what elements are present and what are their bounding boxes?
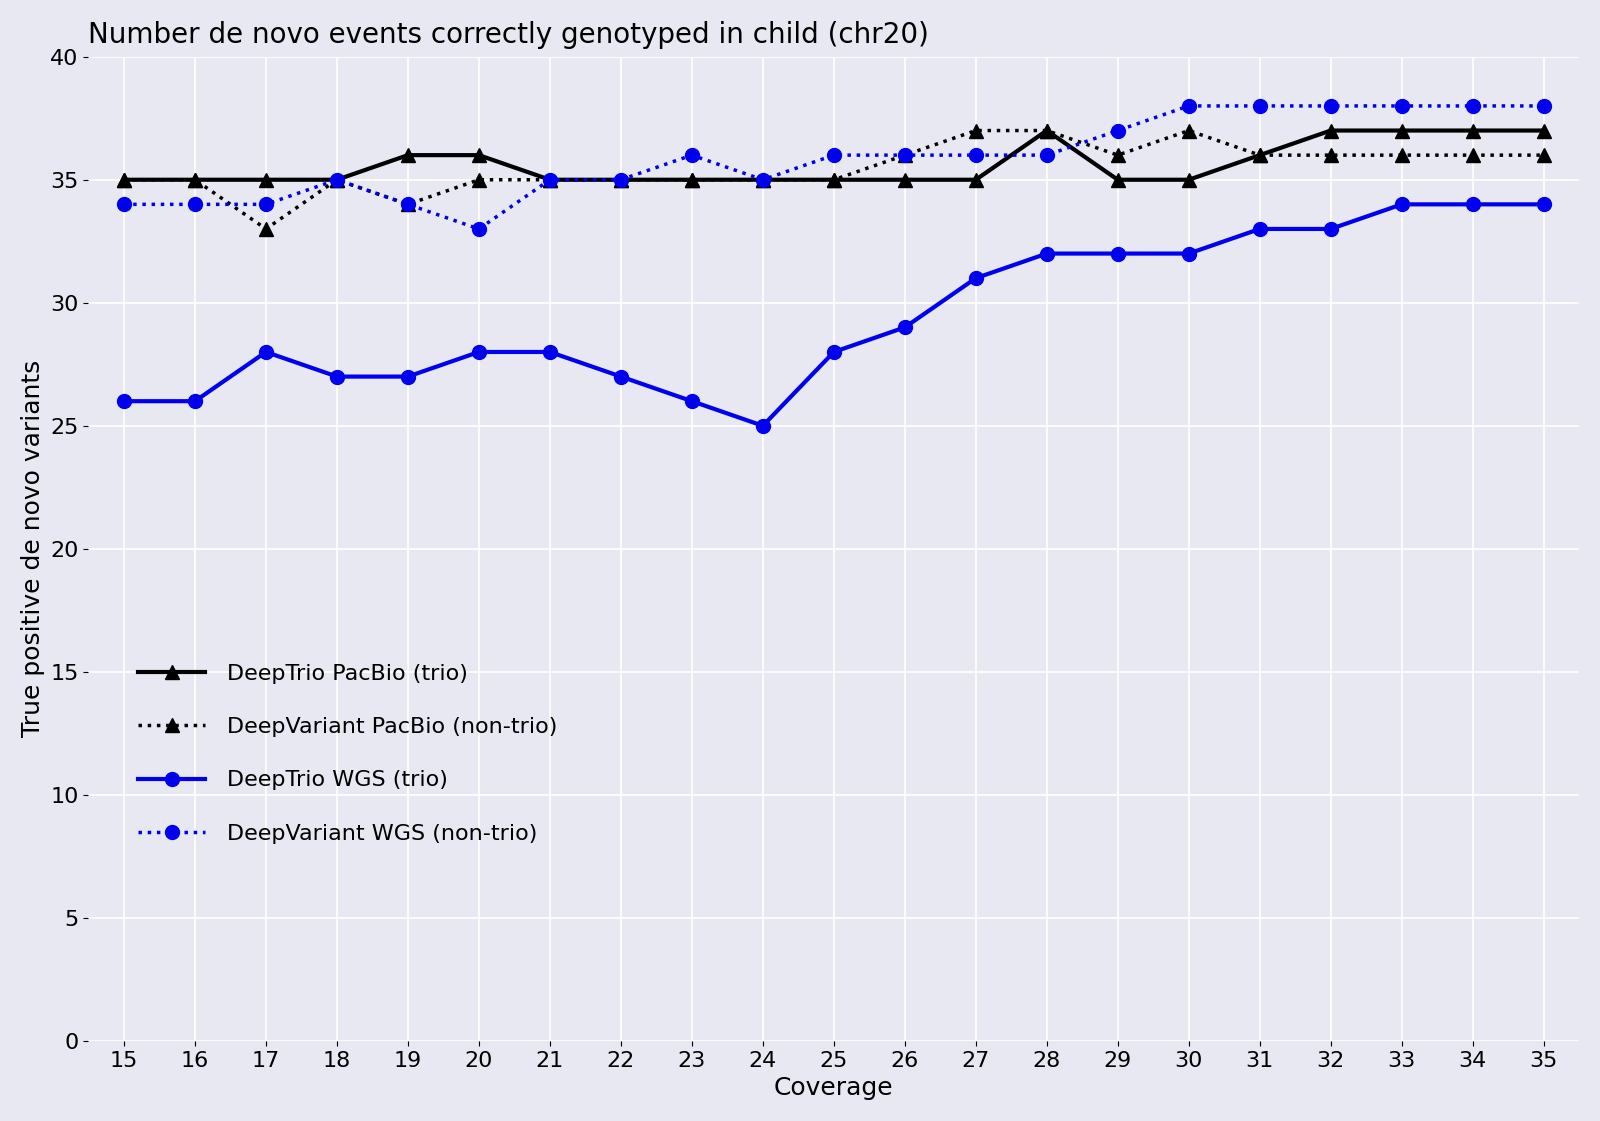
DeepTrio WGS (trio): [611, 370, 630, 383]
DeepVariant WGS (non-trio): [754, 173, 773, 186]
DeepTrio PacBio (trio): [1392, 123, 1411, 137]
DeepTrio WGS (trio): [1250, 222, 1269, 235]
DeepVariant PacBio (non-trio): [1322, 148, 1341, 161]
Line: DeepTrio WGS (trio): DeepTrio WGS (trio): [117, 197, 1550, 433]
DeepVariant PacBio (non-trio): [611, 173, 630, 186]
DeepTrio WGS (trio): [541, 345, 560, 359]
Y-axis label: True positive de novo variants: True positive de novo variants: [21, 360, 45, 738]
DeepTrio WGS (trio): [824, 345, 843, 359]
DeepVariant PacBio (non-trio): [1392, 148, 1411, 161]
DeepVariant WGS (non-trio): [256, 197, 275, 211]
DeepTrio PacBio (trio): [754, 173, 773, 186]
DeepVariant PacBio (non-trio): [541, 173, 560, 186]
DeepVariant WGS (non-trio): [541, 173, 560, 186]
DeepVariant PacBio (non-trio): [1534, 148, 1554, 161]
DeepTrio PacBio (trio): [824, 173, 843, 186]
DeepTrio PacBio (trio): [966, 173, 986, 186]
DeepTrio PacBio (trio): [1322, 123, 1341, 137]
DeepTrio WGS (trio): [256, 345, 275, 359]
DeepVariant WGS (non-trio): [328, 173, 347, 186]
DeepVariant WGS (non-trio): [1037, 148, 1056, 161]
DeepTrio PacBio (trio): [1109, 173, 1128, 186]
DeepVariant PacBio (non-trio): [682, 173, 701, 186]
DeepVariant WGS (non-trio): [398, 197, 418, 211]
DeepVariant WGS (non-trio): [611, 173, 630, 186]
DeepTrio PacBio (trio): [186, 173, 205, 186]
DeepVariant WGS (non-trio): [469, 222, 488, 235]
DeepTrio PacBio (trio): [1534, 123, 1554, 137]
Text: Number de novo events correctly genotyped in child (chr20): Number de novo events correctly genotype…: [88, 21, 930, 49]
DeepVariant WGS (non-trio): [1534, 99, 1554, 112]
DeepTrio PacBio (trio): [1179, 173, 1198, 186]
DeepTrio PacBio (trio): [114, 173, 133, 186]
DeepTrio PacBio (trio): [611, 173, 630, 186]
DeepVariant PacBio (non-trio): [754, 173, 773, 186]
DeepVariant PacBio (non-trio): [1462, 148, 1482, 161]
DeepVariant WGS (non-trio): [186, 197, 205, 211]
DeepVariant WGS (non-trio): [114, 197, 133, 211]
DeepTrio PacBio (trio): [256, 173, 275, 186]
DeepVariant PacBio (non-trio): [398, 197, 418, 211]
DeepVariant WGS (non-trio): [966, 148, 986, 161]
DeepVariant PacBio (non-trio): [1179, 123, 1198, 137]
DeepVariant WGS (non-trio): [1462, 99, 1482, 112]
DeepTrio PacBio (trio): [328, 173, 347, 186]
DeepVariant PacBio (non-trio): [966, 123, 986, 137]
DeepTrio WGS (trio): [754, 419, 773, 433]
DeepVariant WGS (non-trio): [896, 148, 915, 161]
Line: DeepVariant WGS (non-trio): DeepVariant WGS (non-trio): [117, 99, 1550, 235]
DeepVariant PacBio (non-trio): [469, 173, 488, 186]
Line: DeepTrio PacBio (trio): DeepTrio PacBio (trio): [117, 123, 1550, 187]
DeepVariant WGS (non-trio): [682, 148, 701, 161]
DeepTrio WGS (trio): [896, 321, 915, 334]
DeepTrio WGS (trio): [328, 370, 347, 383]
DeepVariant PacBio (non-trio): [1250, 148, 1269, 161]
Legend: DeepTrio PacBio (trio), DeepVariant PacBio (non-trio), DeepTrio WGS (trio), Deep: DeepTrio PacBio (trio), DeepVariant PacB…: [130, 655, 566, 853]
DeepTrio PacBio (trio): [1037, 123, 1056, 137]
DeepVariant PacBio (non-trio): [328, 173, 347, 186]
DeepTrio WGS (trio): [1179, 247, 1198, 260]
DeepVariant WGS (non-trio): [1109, 123, 1128, 137]
DeepTrio WGS (trio): [1534, 197, 1554, 211]
Line: DeepVariant PacBio (non-trio): DeepVariant PacBio (non-trio): [117, 123, 1550, 235]
DeepVariant WGS (non-trio): [1250, 99, 1269, 112]
DeepTrio WGS (trio): [1392, 197, 1411, 211]
DeepVariant WGS (non-trio): [1322, 99, 1341, 112]
DeepVariant WGS (non-trio): [824, 148, 843, 161]
DeepVariant WGS (non-trio): [1179, 99, 1198, 112]
DeepVariant PacBio (non-trio): [256, 222, 275, 235]
DeepTrio PacBio (trio): [1250, 148, 1269, 161]
DeepVariant PacBio (non-trio): [1109, 148, 1128, 161]
DeepTrio WGS (trio): [114, 395, 133, 408]
DeepVariant PacBio (non-trio): [186, 173, 205, 186]
DeepTrio WGS (trio): [186, 395, 205, 408]
DeepTrio WGS (trio): [1109, 247, 1128, 260]
DeepTrio PacBio (trio): [541, 173, 560, 186]
DeepTrio PacBio (trio): [1462, 123, 1482, 137]
DeepVariant PacBio (non-trio): [824, 173, 843, 186]
DeepVariant PacBio (non-trio): [114, 173, 133, 186]
X-axis label: Coverage: Coverage: [774, 1076, 894, 1100]
DeepTrio WGS (trio): [1462, 197, 1482, 211]
DeepTrio WGS (trio): [1037, 247, 1056, 260]
DeepVariant PacBio (non-trio): [1037, 123, 1056, 137]
DeepTrio WGS (trio): [398, 370, 418, 383]
DeepTrio WGS (trio): [1322, 222, 1341, 235]
DeepTrio WGS (trio): [966, 271, 986, 285]
DeepTrio PacBio (trio): [469, 148, 488, 161]
DeepTrio PacBio (trio): [896, 173, 915, 186]
DeepTrio PacBio (trio): [398, 148, 418, 161]
DeepTrio WGS (trio): [469, 345, 488, 359]
DeepTrio PacBio (trio): [682, 173, 701, 186]
DeepTrio WGS (trio): [682, 395, 701, 408]
DeepVariant PacBio (non-trio): [896, 148, 915, 161]
DeepVariant WGS (non-trio): [1392, 99, 1411, 112]
